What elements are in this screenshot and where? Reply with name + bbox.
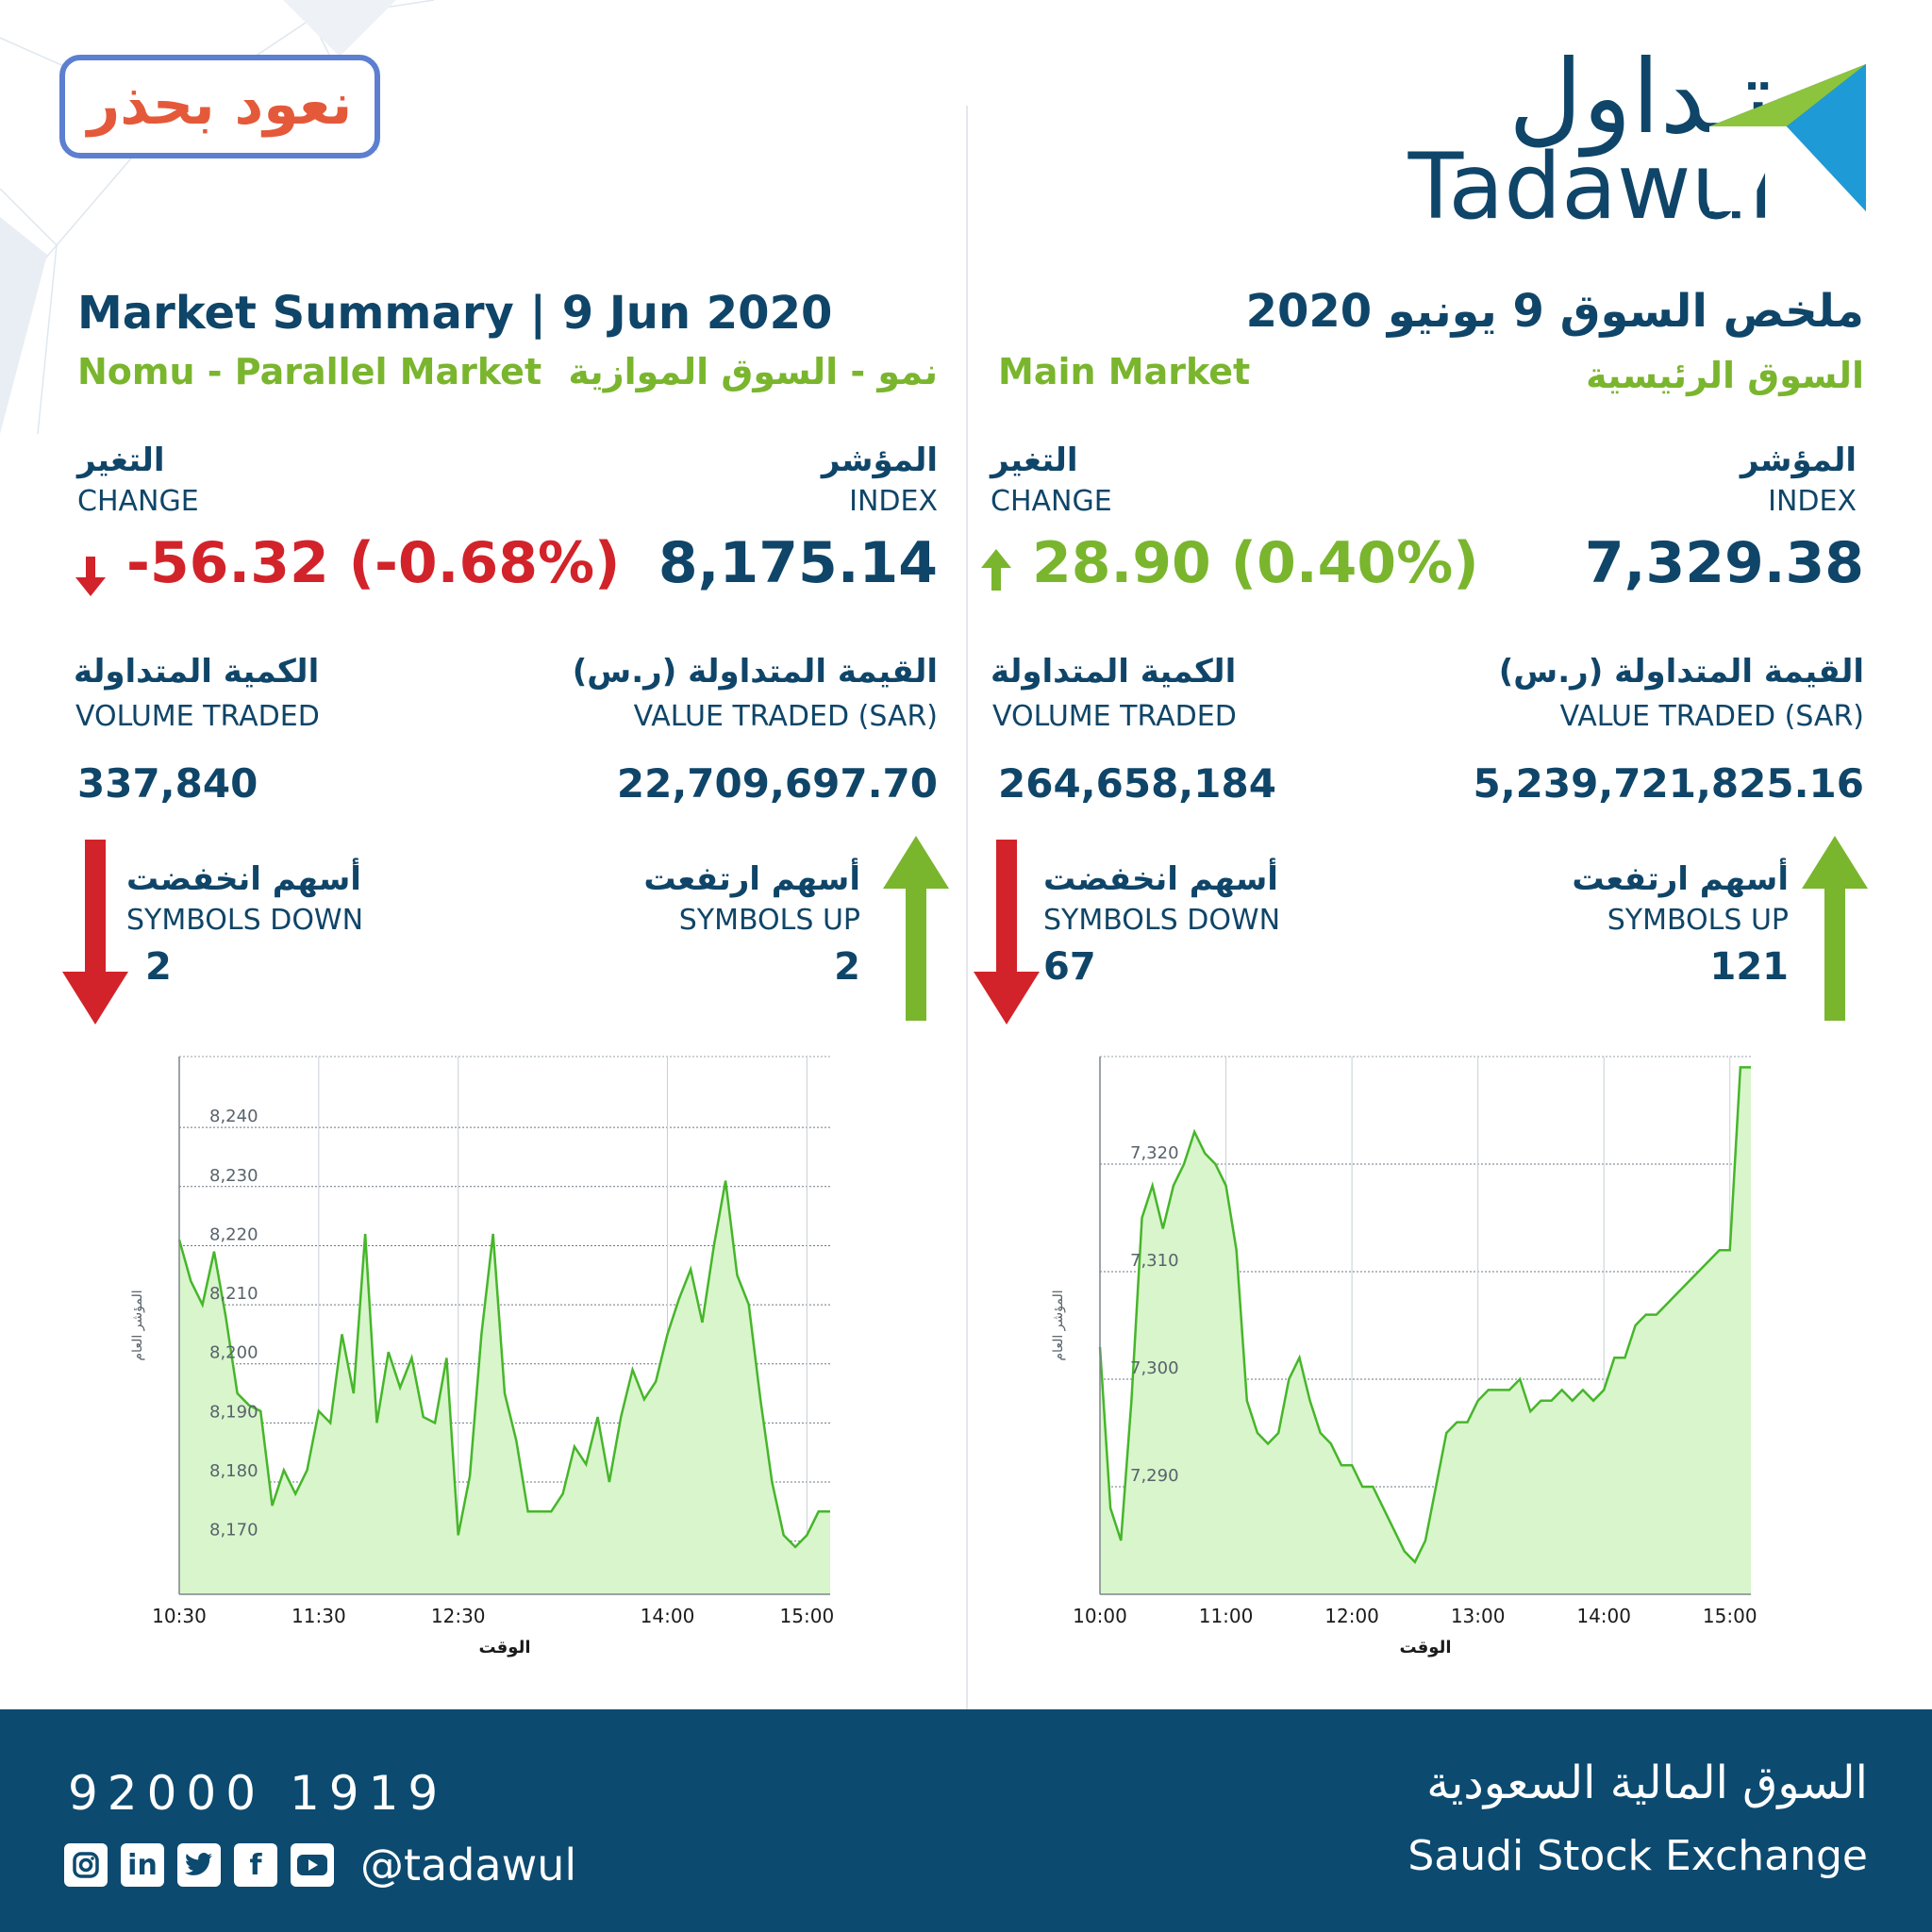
nomu-index-label-english: INDEX (849, 485, 938, 518)
nomu-change-label-arabic: التغير (77, 441, 165, 479)
nomu-change-label-english: CHANGE (77, 485, 199, 518)
main-symbols-down-label-arabic: أسهم انخفضت (1043, 860, 1278, 898)
nomu-symbols-down-count: 2 (145, 945, 172, 989)
y-axis-title: المؤشر العام (130, 1290, 145, 1360)
main-value-label-arabic: القيمة المتداولة (ر.س) (1498, 653, 1864, 691)
instagram-icon[interactable] (64, 1843, 108, 1887)
main-arrow-up-icon (981, 549, 1011, 591)
nomu-volume-label-arabic: الكمية المتداولة (74, 653, 320, 691)
main-index-label-english: INDEX (1768, 485, 1857, 518)
y-tick-label: 8,170 (209, 1521, 258, 1541)
twitter-icon[interactable] (177, 1843, 221, 1887)
linkedin-icon[interactable]: in (121, 1843, 164, 1887)
main-volume-label-arabic: الكمية المتداولة (991, 653, 1237, 691)
x-tick-label: 15:00 (1703, 1605, 1757, 1627)
main-volume-value: 264,658,184 (998, 760, 1276, 807)
main-symbols-down-label-english: SYMBOLS DOWN (1043, 904, 1281, 937)
main-change-label-arabic: التغير (991, 441, 1078, 479)
x-tick-label: 10:00 (1073, 1605, 1127, 1627)
nomu-value-label-english: VALUE TRADED (SAR) (633, 700, 938, 733)
main-symbols-up-arrow-icon (1802, 836, 1868, 1021)
main-symbols-down-count: 67 (1043, 945, 1096, 989)
nomu-symbols-down-label-arabic: أسهم انخفضت (126, 860, 361, 898)
main-subtitle-arabic: السوق الرئيسية (1586, 355, 1864, 396)
footer-bar: 92000 1919 in f @tadawul السوق المالية ا… (0, 1709, 1932, 1932)
nomu-volume-value: 337,840 (77, 760, 258, 807)
nomu-volume-label-english: VOLUME TRADED (75, 700, 320, 733)
x-tick-label: 15:00 (780, 1605, 835, 1627)
main-subtitle-english: Main Market (998, 351, 1251, 392)
nomu-subtitle-english: Nomu - Parallel Market (77, 351, 542, 392)
nomu-subtitle-arabic: نمو - السوق الموازية (568, 351, 938, 392)
y-tick-label: 8,190 (209, 1402, 258, 1422)
section-divider (966, 106, 968, 1709)
slogan-badge: نعود بحذر (59, 55, 380, 158)
slogan-text: نعود بحذر (87, 72, 353, 138)
x-tick-label: 11:30 (291, 1605, 346, 1627)
nomu-symbols-down-arrow-icon (62, 840, 128, 1024)
nomu-index-value: 8,175.14 (658, 530, 938, 596)
page-title-english: Market Summary | 9 Jun 2020 (77, 287, 833, 340)
x-axis-title: الوقت (1399, 1638, 1451, 1657)
y-tick-label: 8,200 (209, 1343, 258, 1363)
chart-area-fill (1100, 1067, 1751, 1594)
main-value-label-english: VALUE TRADED (SAR) (1559, 700, 1864, 733)
y-tick-label: 8,230 (209, 1166, 258, 1186)
nomu-symbols-up-count: 2 (834, 945, 860, 989)
y-tick-label: 7,290 (1130, 1466, 1179, 1486)
main-volume-label-english: VOLUME TRADED (992, 700, 1237, 733)
facebook-icon[interactable]: f (234, 1843, 277, 1887)
x-tick-label: 11:00 (1199, 1605, 1254, 1627)
tadawul-logo-mark (1709, 64, 1866, 211)
nomu-arrow-down-icon (75, 557, 106, 596)
nomu-value-traded: 22,709,697.70 (616, 760, 938, 807)
chart-area-fill (179, 1180, 830, 1594)
exchange-name-english: Saudi Stock Exchange (1407, 1832, 1868, 1880)
y-tick-label: 7,300 (1130, 1358, 1179, 1378)
exchange-name-arabic: السوق المالية السعودية (1426, 1757, 1868, 1809)
main-symbols-up-label-english: SYMBOLS UP (1607, 904, 1789, 937)
main-index-value: 7,329.38 (1584, 530, 1864, 596)
x-tick-label: 10:30 (152, 1605, 207, 1627)
y-tick-label: 8,240 (209, 1107, 258, 1126)
y-tick-label: 8,180 (209, 1461, 258, 1481)
y-tick-label: 7,320 (1130, 1143, 1179, 1163)
x-axis-title: الوقت (478, 1638, 530, 1657)
nomu-index-chart: 8,170 8,180 8,190 8,200 8,210 8,220 8,230 8,240… (130, 1056, 835, 1657)
main-value-traded: 5,239,721,825.16 (1473, 760, 1864, 807)
x-tick-label: 14:00 (1576, 1605, 1631, 1627)
social-links: in f @tadawul (64, 1840, 576, 1890)
main-symbols-up-label-arabic: أسهم ارتفعت (1572, 860, 1789, 898)
nomu-change-value: -56.32 (-0.68%) (126, 530, 621, 596)
y-tick-label: 7,310 (1130, 1251, 1179, 1271)
x-tick-label: 14:00 (641, 1605, 695, 1627)
nomu-symbols-up-label-english: SYMBOLS UP (678, 904, 860, 937)
main-index-label-arabic: المؤشر (1740, 441, 1857, 479)
main-symbols-up-count: 121 (1709, 945, 1790, 989)
nomu-symbols-up-label-arabic: أسهم ارتفعت (643, 860, 860, 898)
network-background-decoration (0, 0, 435, 435)
x-tick-label: 13:00 (1451, 1605, 1506, 1627)
nomu-value-label-arabic: القيمة المتداولة (ر.س) (572, 653, 938, 691)
y-tick-label: 8,220 (209, 1224, 258, 1244)
y-tick-label: 8,210 (209, 1284, 258, 1304)
main-change-value: 28.90 (0.40%) (1032, 530, 1479, 596)
main-symbols-down-arrow-icon (974, 840, 1040, 1024)
main-change-label-english: CHANGE (991, 485, 1112, 518)
social-handle[interactable]: @tadawul (360, 1840, 577, 1890)
youtube-icon[interactable] (291, 1843, 334, 1887)
nomu-index-label-arabic: المؤشر (821, 441, 938, 479)
x-tick-label: 12:00 (1324, 1605, 1379, 1627)
phone-number: 92000 1919 (68, 1766, 448, 1821)
y-axis-title: المؤشر العام (1051, 1290, 1066, 1360)
x-tick-label: 12:30 (431, 1605, 486, 1627)
nomu-symbols-up-arrow-icon (883, 836, 949, 1021)
nomu-symbols-down-label-english: SYMBOLS DOWN (126, 904, 364, 937)
main-index-chart: 7,290 7,300 7,310 7,320 10:00 11:00 12:00 13:00… (1051, 1056, 1757, 1657)
page-title-arabic: ملخص السوق 9 يونيو 2020 (1245, 285, 1864, 338)
